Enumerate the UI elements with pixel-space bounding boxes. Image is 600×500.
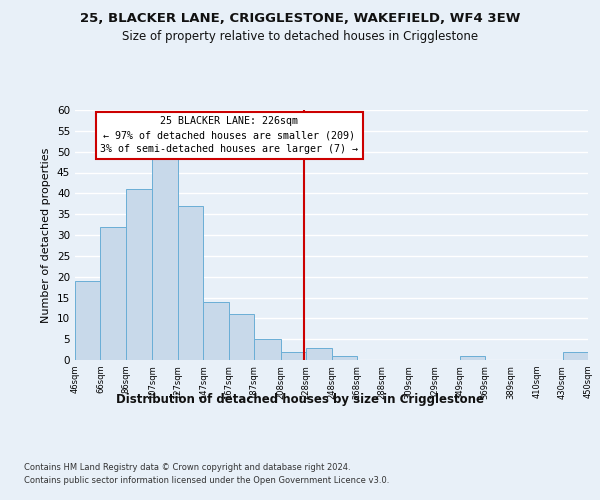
Text: Size of property relative to detached houses in Crigglestone: Size of property relative to detached ho… (122, 30, 478, 43)
Bar (460, 356, 485, 360)
Bar (203, 302, 229, 360)
Bar (152, 156, 178, 360)
Bar (126, 189, 152, 360)
Text: 25 BLACKER LANE: 226sqm
← 97% of detached houses are smaller (209)
3% of semi-de: 25 BLACKER LANE: 226sqm ← 97% of detache… (100, 116, 358, 154)
Bar (306, 348, 331, 360)
Bar (254, 339, 281, 360)
Text: Contains public sector information licensed under the Open Government Licence v3: Contains public sector information licen… (24, 476, 389, 485)
Bar (75, 281, 100, 360)
Text: 25, BLACKER LANE, CRIGGLESTONE, WAKEFIELD, WF4 3EW: 25, BLACKER LANE, CRIGGLESTONE, WAKEFIEL… (80, 12, 520, 26)
Bar (229, 314, 254, 360)
Bar (331, 356, 357, 360)
Text: Contains HM Land Registry data © Crown copyright and database right 2024.: Contains HM Land Registry data © Crown c… (24, 462, 350, 471)
Bar (281, 352, 306, 360)
Bar (100, 226, 126, 360)
Bar (563, 352, 588, 360)
Text: Distribution of detached houses by size in Crigglestone: Distribution of detached houses by size … (116, 392, 484, 406)
Y-axis label: Number of detached properties: Number of detached properties (41, 148, 52, 322)
Bar (178, 206, 203, 360)
